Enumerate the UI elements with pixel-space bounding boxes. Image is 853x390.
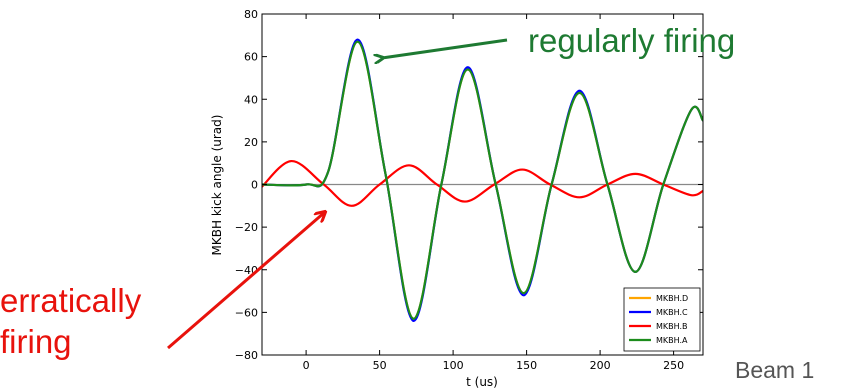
y-tick-label: 0: [251, 179, 258, 192]
x-tick-label: 250: [663, 359, 684, 372]
erratic-line-2: firing: [0, 323, 72, 360]
legend-label: MKBH.A: [656, 336, 688, 345]
x-tick-label: 200: [590, 359, 611, 372]
erratically-firing-annotation: erratically firing: [0, 280, 141, 362]
legend-label: MKBH.B: [656, 322, 688, 331]
x-axis-label: t (us): [466, 375, 498, 389]
series-line-mkbh-c: [262, 38, 703, 323]
y-tick-label: −80: [235, 349, 258, 362]
series-line-mkbh-b: [262, 159, 703, 207]
erratic-line-1: erratically: [0, 282, 142, 319]
erratic-arrow: [167, 212, 325, 350]
series-line-mkbh-a: [262, 40, 703, 320]
y-tick-label: −20: [235, 221, 258, 234]
y-axis-label: MKBH kick angle (urad): [210, 115, 224, 256]
x-tick-label: 150: [516, 359, 537, 372]
beam-label: Beam 1: [735, 357, 815, 383]
y-tick-label: 40: [244, 93, 258, 106]
regularly-firing-annotation: regularly firing: [528, 22, 736, 59]
y-tick-label: −60: [235, 306, 258, 319]
legend-label: MKBH.C: [656, 308, 688, 317]
x-tick-label: 0: [303, 359, 310, 372]
series-layer: [262, 38, 703, 323]
x-tick-label: 100: [443, 359, 464, 372]
y-tick-label: 80: [244, 8, 258, 21]
regular-arrow: [382, 38, 508, 58]
y-tick-label: 60: [244, 51, 258, 64]
legend-label: MKBH.D: [656, 294, 688, 303]
x-tick-label: 50: [373, 359, 387, 372]
series-line-mkbh-d: [262, 40, 703, 320]
y-tick-label: 20: [244, 136, 258, 149]
legend: MKBH.D MKBH.C MKBH.B MKBH.A: [623, 287, 701, 352]
